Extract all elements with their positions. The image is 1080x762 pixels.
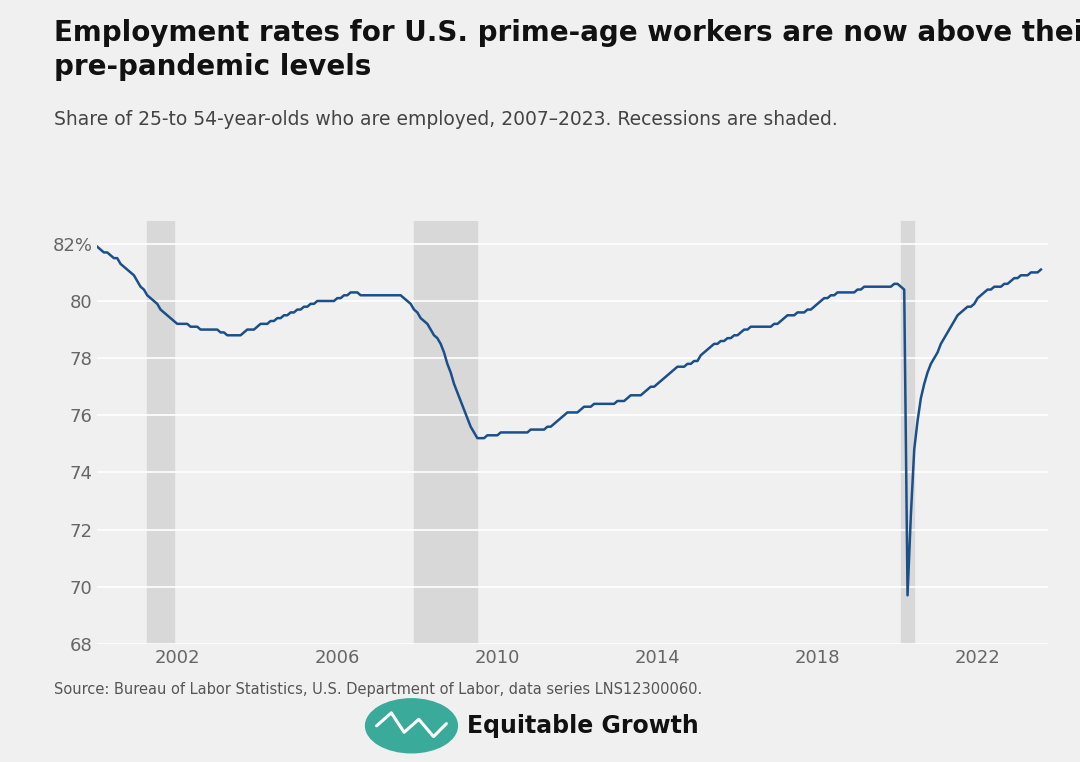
Text: Share of 25-to 54-year-olds who are employed, 2007–2023. Recessions are shaded.: Share of 25-to 54-year-olds who are empl… xyxy=(54,110,838,130)
Circle shape xyxy=(365,699,458,753)
Bar xyxy=(901,221,915,644)
Bar xyxy=(147,221,174,644)
Bar xyxy=(414,221,477,644)
Text: Equitable Growth: Equitable Growth xyxy=(467,714,699,738)
Text: Employment rates for U.S. prime-age workers are now above their
pre-pandemic lev: Employment rates for U.S. prime-age work… xyxy=(54,19,1080,81)
Text: Source: Bureau of Labor Statistics, U.S. Department of Labor, data series LNS123: Source: Bureau of Labor Statistics, U.S.… xyxy=(54,682,702,697)
